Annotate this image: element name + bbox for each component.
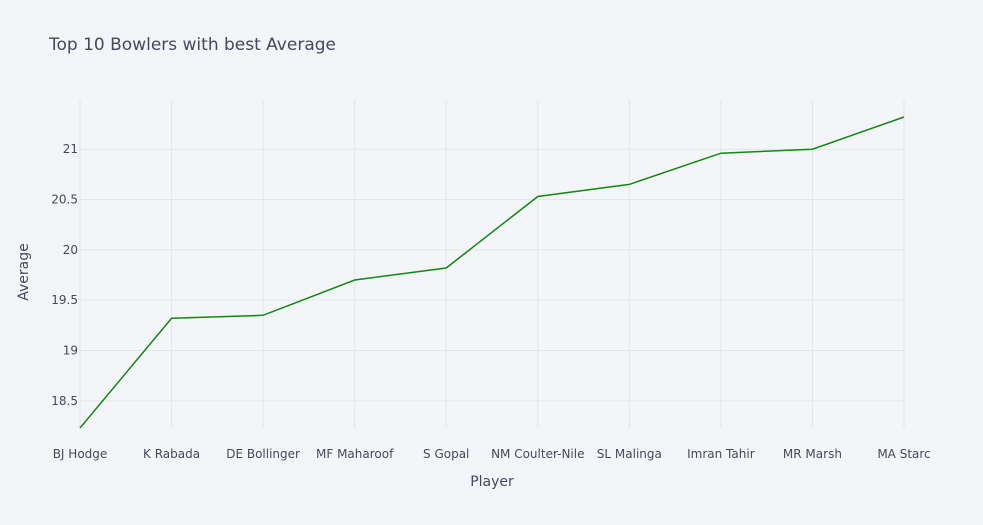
x-tick-labels: BJ Hodge K Rabada DE Bollinger MF Maharoof S… xyxy=(53,447,931,461)
x-axis-title: Player xyxy=(470,474,514,490)
y-tick-labels: 18.5 19 19.5 20 20.5 21 xyxy=(51,142,78,408)
y-tick-label: 19.5 xyxy=(51,293,78,307)
y-tick-label: 19 xyxy=(63,344,78,358)
x-tick-label: S Gopal xyxy=(423,447,469,461)
x-tick-label: MA Starc xyxy=(877,447,930,461)
x-tick-label: DE Bollinger xyxy=(226,447,300,461)
y-tick-label: 20 xyxy=(63,243,78,257)
x-tick-label: BJ Hodge xyxy=(53,447,108,461)
y-axis-title: Average xyxy=(16,243,32,301)
series-line xyxy=(79,116,905,429)
x-tick-label: K Rabada xyxy=(143,447,200,461)
x-gridlines xyxy=(79,100,905,428)
x-tick-label: MR Marsh xyxy=(783,447,842,461)
x-tick-label: Imran Tahir xyxy=(687,447,755,461)
x-tick-label: MF Maharoof xyxy=(316,447,394,461)
x-tick-label: SL Malinga xyxy=(597,447,662,461)
y-tick-label: 21 xyxy=(63,142,78,156)
y-tick-label: 20.5 xyxy=(51,193,78,207)
chart-title: Top 10 Bowlers with best Average xyxy=(48,35,336,55)
y-gridlines xyxy=(80,148,904,402)
y-tick-label: 18.5 xyxy=(51,394,78,408)
x-tick-label: NM Coulter-Nile xyxy=(491,447,584,461)
